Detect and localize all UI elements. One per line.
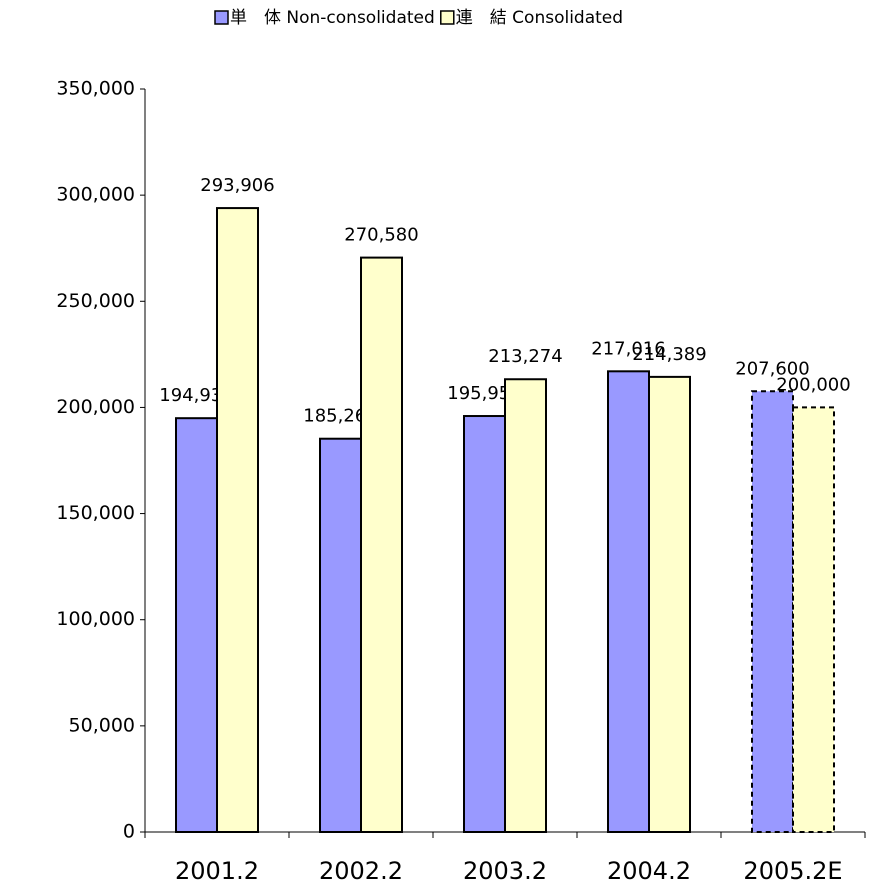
x-tick-label: 2001.2 bbox=[175, 857, 259, 885]
legend-label: 単 体 Non-consolidated bbox=[230, 8, 435, 28]
value-label: 293,906 bbox=[200, 175, 274, 196]
y-tick-label: 300,000 bbox=[56, 184, 135, 206]
x-tick-label: 2004.2 bbox=[607, 857, 691, 885]
legend-swatch bbox=[214, 10, 229, 25]
y-tick-label: 250,000 bbox=[56, 290, 135, 312]
bar bbox=[648, 375, 691, 833]
bar bbox=[504, 378, 547, 833]
value-label: 270,580 bbox=[344, 225, 418, 246]
bar bbox=[216, 207, 259, 834]
bar bbox=[751, 390, 794, 833]
value-label: 195,951 bbox=[447, 383, 521, 404]
legend-label: 連 結 Consolidated bbox=[456, 8, 623, 28]
y-tick-label: 350,000 bbox=[56, 78, 135, 100]
x-tick-label: 2005.2E bbox=[743, 857, 842, 885]
x-tick-label: 2003.2 bbox=[463, 857, 547, 885]
value-label: 213,274 bbox=[488, 346, 562, 367]
value-label: 200,000 bbox=[776, 374, 850, 395]
bar bbox=[607, 370, 650, 833]
bar bbox=[463, 415, 506, 833]
y-tick-label: 200,000 bbox=[56, 396, 135, 418]
bar bbox=[319, 437, 362, 833]
y-tick-label: 150,000 bbox=[56, 502, 135, 524]
legend-swatch bbox=[440, 10, 455, 25]
value-label: 185,263 bbox=[303, 406, 377, 427]
bar bbox=[792, 406, 835, 833]
bar bbox=[360, 256, 403, 834]
value-label: 207,600 bbox=[735, 358, 809, 379]
y-tick-label: 0 bbox=[123, 821, 135, 843]
value-label: 214,389 bbox=[632, 344, 706, 365]
bar bbox=[175, 417, 218, 833]
y-tick-label: 50,000 bbox=[69, 714, 135, 736]
x-tick-label: 2002.2 bbox=[319, 857, 403, 885]
value-label: 194,931 bbox=[159, 385, 233, 406]
value-label: 217,016 bbox=[591, 338, 665, 359]
y-tick-label: 100,000 bbox=[56, 608, 135, 630]
